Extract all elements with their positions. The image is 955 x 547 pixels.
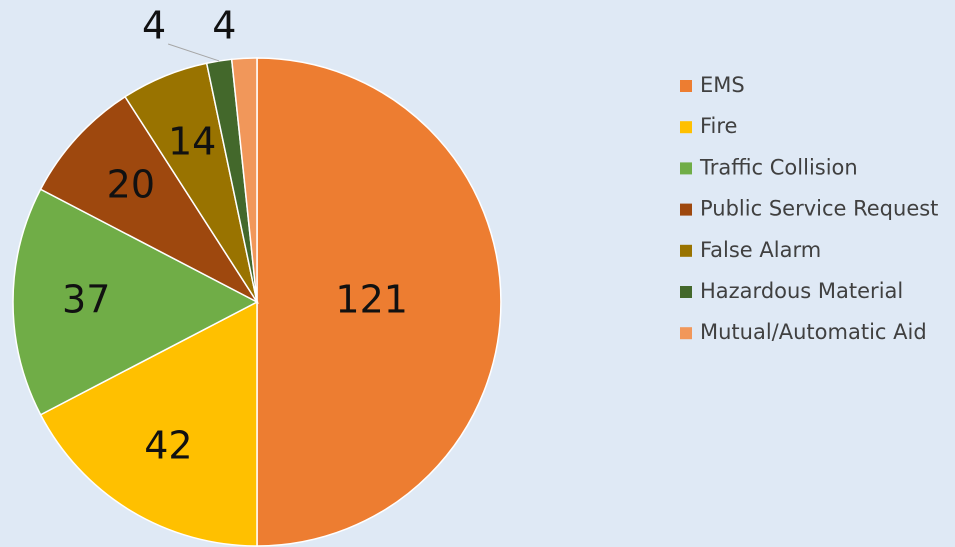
pie-slice: [12, 188, 259, 416]
pie-slice: [256, 57, 502, 547]
legend-label: Fire: [700, 114, 737, 138]
legend-swatch: [680, 327, 692, 340]
data-label: 4: [142, 4, 166, 48]
data-label: 37: [62, 278, 110, 322]
data-label: 121: [335, 278, 408, 322]
legend-label: EMS: [700, 73, 745, 97]
data-label: 4: [212, 4, 236, 48]
data-label: 20: [107, 162, 155, 206]
legend-label: Mutual/Automatic Aid: [700, 320, 927, 344]
legend-swatch: [680, 286, 692, 298]
pie-slice: [230, 57, 258, 303]
pie-slice: [39, 95, 260, 304]
data-label: 42: [144, 424, 192, 468]
legend-label: False Alarm: [700, 238, 821, 262]
pie-slice: [39, 300, 258, 547]
data-label: 14: [168, 119, 216, 163]
legend-swatch: [680, 203, 692, 216]
legend-label: Public Service Request: [700, 197, 938, 221]
legend-swatch: [680, 162, 692, 175]
leader-line: [167, 43, 220, 62]
legend-swatch: [680, 121, 692, 134]
legend-swatch: [680, 244, 692, 257]
legend-label: Traffic Collision: [699, 155, 858, 179]
legend-label: Hazardous Material: [700, 279, 903, 303]
legend-swatch: [680, 80, 692, 92]
